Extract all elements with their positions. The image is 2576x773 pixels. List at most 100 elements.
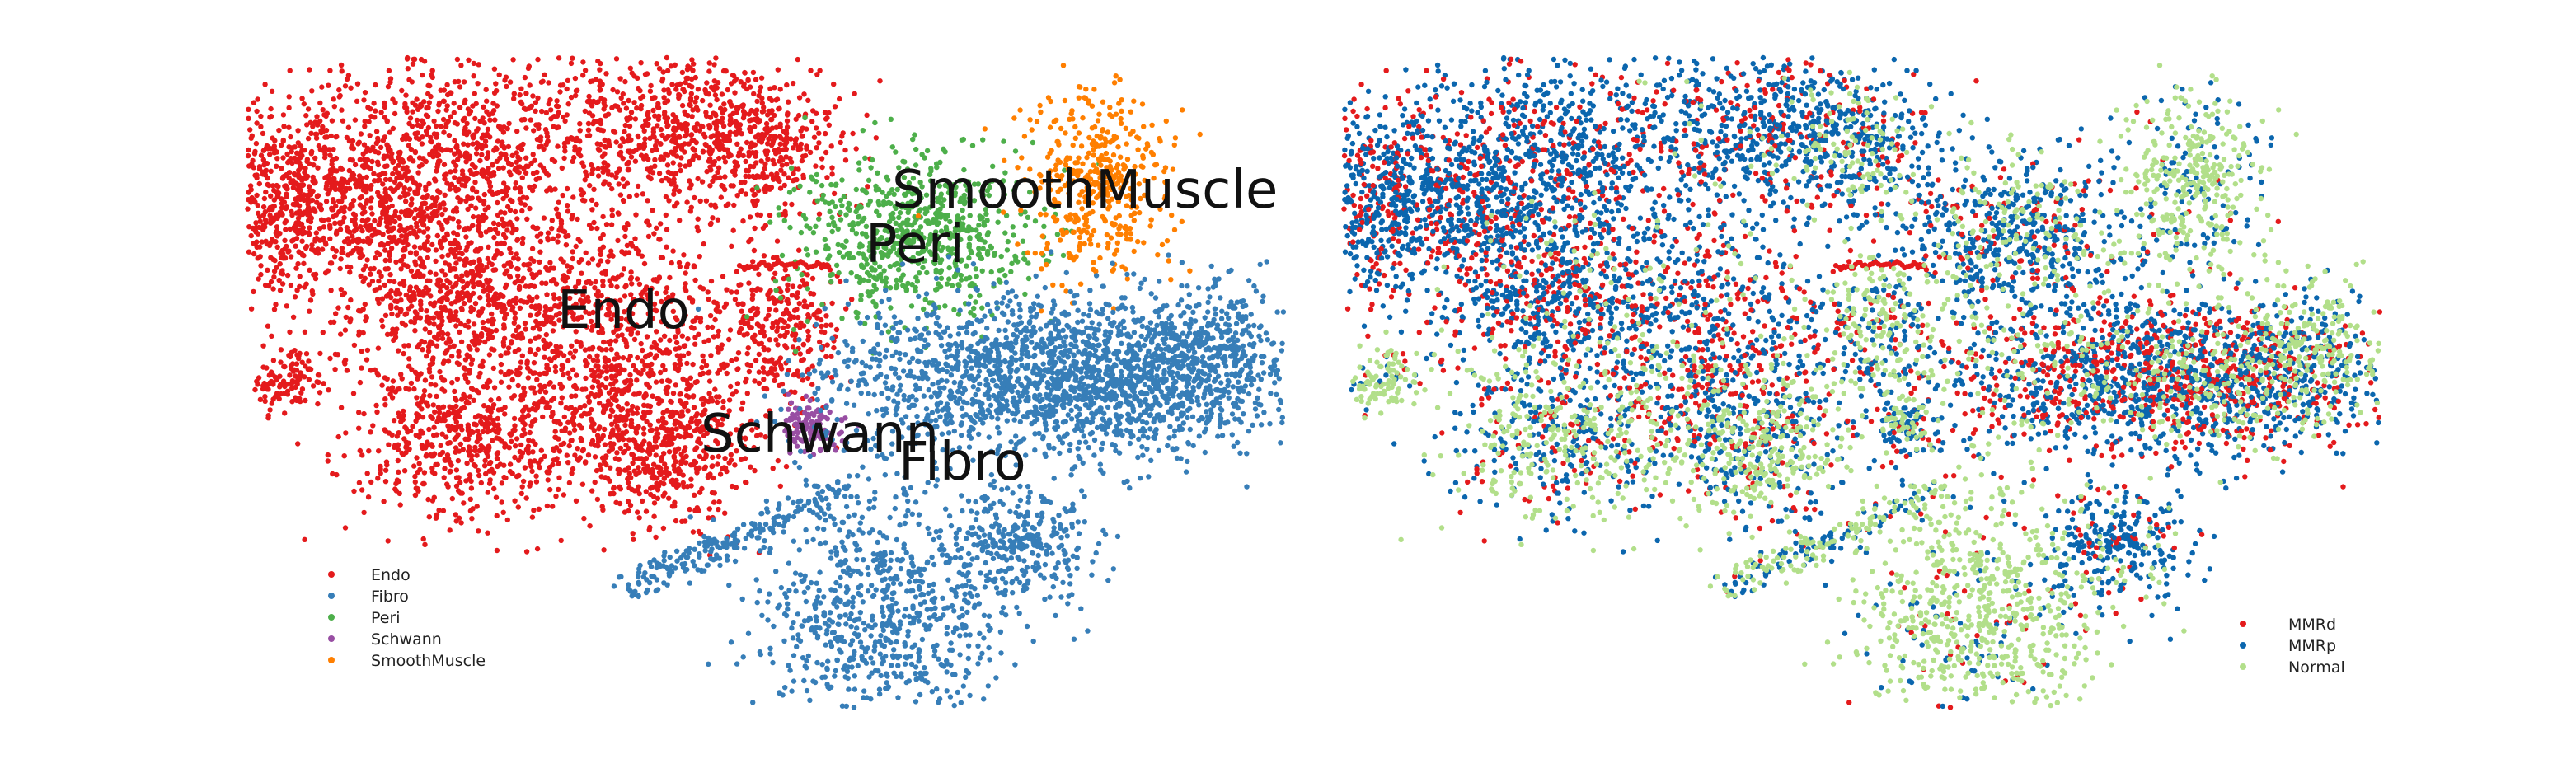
scatter-point xyxy=(486,154,490,159)
scatter-point xyxy=(684,265,689,269)
scatter-point xyxy=(667,471,672,476)
scatter-point xyxy=(386,292,391,297)
scatter-point xyxy=(543,127,548,132)
scatter-point xyxy=(306,136,311,141)
scatter-point xyxy=(697,128,702,133)
scatter-point xyxy=(466,58,471,63)
scatter-point xyxy=(523,125,528,130)
scatter-point xyxy=(380,209,385,214)
scatter-point xyxy=(617,485,622,490)
scatter-point xyxy=(778,87,783,91)
scatter-point xyxy=(627,372,632,377)
scatter-point xyxy=(609,207,614,212)
scatter-point xyxy=(701,241,706,246)
scatter-point xyxy=(424,105,429,110)
scatter-point xyxy=(252,149,257,154)
scatter-point xyxy=(421,99,426,104)
scatter-point xyxy=(262,196,267,201)
scatter-point xyxy=(712,317,717,322)
scatter-point xyxy=(448,268,453,273)
scatter-point xyxy=(355,141,360,146)
scatter-point xyxy=(683,460,688,465)
scatter-point xyxy=(508,79,513,84)
scatter-point xyxy=(698,316,703,321)
scatter-point xyxy=(275,245,280,250)
scatter-point xyxy=(693,380,698,385)
scatter-point xyxy=(652,500,657,505)
scatter-point xyxy=(717,175,722,180)
scatter-point xyxy=(340,68,345,73)
scatter-point xyxy=(644,456,649,461)
scatter-point xyxy=(402,468,407,473)
scatter-point xyxy=(722,187,727,192)
scatter-point xyxy=(829,165,834,170)
scatter-point xyxy=(435,233,440,238)
scatter-point xyxy=(392,238,396,243)
scatter-point xyxy=(401,343,406,348)
scatter-point xyxy=(427,83,432,88)
scatter-point xyxy=(347,319,352,324)
scatter-point xyxy=(304,244,309,249)
scatter-point xyxy=(358,157,363,162)
scatter-point xyxy=(665,427,670,432)
scatter-point xyxy=(553,494,558,499)
scatter-point xyxy=(523,171,528,176)
scatter-point xyxy=(628,475,633,480)
scatter-point xyxy=(486,166,490,171)
scatter-point xyxy=(442,388,447,393)
scatter-point xyxy=(607,449,612,454)
scatter-point xyxy=(347,186,352,191)
scatter-point xyxy=(477,119,482,124)
scatter-point xyxy=(692,493,697,498)
scatter-point xyxy=(350,202,354,207)
scatter-point xyxy=(376,372,381,377)
scatter-point xyxy=(469,516,474,521)
scatter-point xyxy=(491,268,496,273)
scatter-point xyxy=(655,396,660,401)
scatter-point xyxy=(406,386,411,391)
scatter-point xyxy=(258,219,263,224)
scatter-point xyxy=(574,499,579,504)
scatter-point xyxy=(678,421,683,426)
scatter-point xyxy=(289,213,294,218)
scatter-point xyxy=(724,287,729,292)
scatter-point xyxy=(476,144,481,149)
scatter-point xyxy=(477,259,482,264)
scatter-point xyxy=(372,178,377,183)
scatter-point xyxy=(496,222,501,227)
scatter-point xyxy=(331,199,336,204)
scatter-point xyxy=(245,206,250,211)
scatter-point xyxy=(785,119,790,124)
scatter-point xyxy=(694,95,699,100)
scatter-point xyxy=(521,262,526,267)
scatter-point xyxy=(387,279,392,283)
scatter-point xyxy=(307,184,312,189)
scatter-point xyxy=(537,507,542,512)
scatter-point xyxy=(361,239,366,244)
scatter-point xyxy=(662,490,667,495)
scatter-point xyxy=(665,378,670,383)
scatter-point xyxy=(657,171,662,176)
scatter-point xyxy=(710,215,715,220)
scatter-point xyxy=(476,528,481,533)
scatter-point xyxy=(601,232,606,237)
scatter-point xyxy=(278,288,283,293)
scatter-point xyxy=(397,491,402,496)
scatter-point xyxy=(387,129,392,134)
scatter-point xyxy=(255,96,260,101)
scatter-point xyxy=(518,306,523,311)
scatter-point xyxy=(418,205,423,210)
scatter-point xyxy=(625,118,630,123)
scatter-point xyxy=(462,405,467,410)
scatter-point xyxy=(789,202,794,207)
scatter-point xyxy=(358,195,363,200)
scatter-point xyxy=(605,259,610,264)
scatter-point xyxy=(426,427,431,432)
scatter-point xyxy=(542,454,547,459)
scatter-point xyxy=(353,182,358,187)
scatter-point xyxy=(376,345,381,350)
scatter-point xyxy=(750,199,755,204)
scatter-point xyxy=(694,419,699,424)
scatter-point xyxy=(712,159,717,164)
scatter-point xyxy=(481,384,486,389)
